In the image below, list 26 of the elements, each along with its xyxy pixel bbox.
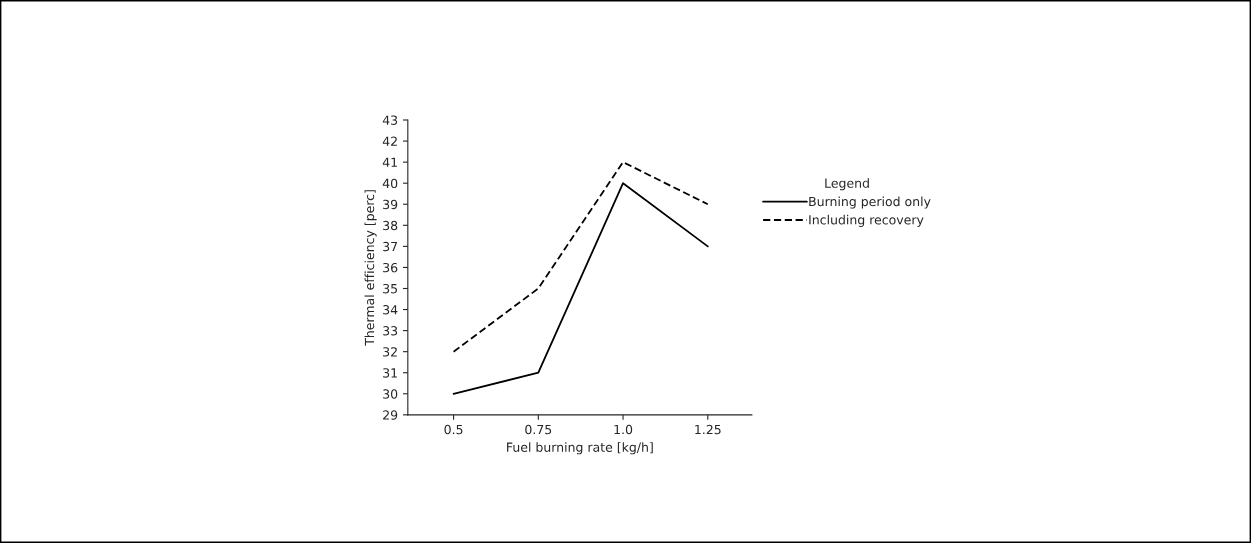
y-tick-label: 38 — [383, 220, 398, 231]
y-tick-label: 30 — [383, 389, 398, 399]
legend-title: Legend — [825, 178, 869, 191]
line-series — [452, 161, 709, 353]
y-tick-label: 31 — [383, 368, 397, 378]
y-tick-label: 42 — [382, 136, 397, 146]
y-tick-label: 39 — [383, 199, 398, 210]
line-series — [452, 182, 709, 395]
y-tick-label: 29 — [383, 410, 398, 420]
y-tick-label: 32 — [383, 347, 397, 357]
y-tick-label: 43 — [382, 115, 398, 125]
y-axis-title: Thermal efficiency [perc] — [364, 190, 377, 346]
y-tick-label: 34 — [383, 305, 398, 315]
y-tick-label: 41 — [382, 157, 397, 167]
x-tick-label: 1.25 — [695, 424, 721, 435]
legend-label: Burning period only — [809, 196, 931, 209]
x-axis-title: Fuel burning rate [kg/h] — [507, 442, 653, 455]
legend-label: Including recovery — [809, 214, 924, 227]
y-tick-label: 33 — [383, 326, 398, 336]
y-tick-label: 36 — [383, 262, 398, 273]
y-tick-label: 40 — [382, 178, 398, 189]
x-tick-label: 1.0 — [614, 424, 633, 435]
y-tick-label: 35 — [383, 283, 398, 294]
y-tick-label: 37 — [383, 241, 398, 252]
x-tick-label: 0.75 — [525, 424, 552, 435]
x-tick-label: 0.5 — [444, 424, 463, 435]
